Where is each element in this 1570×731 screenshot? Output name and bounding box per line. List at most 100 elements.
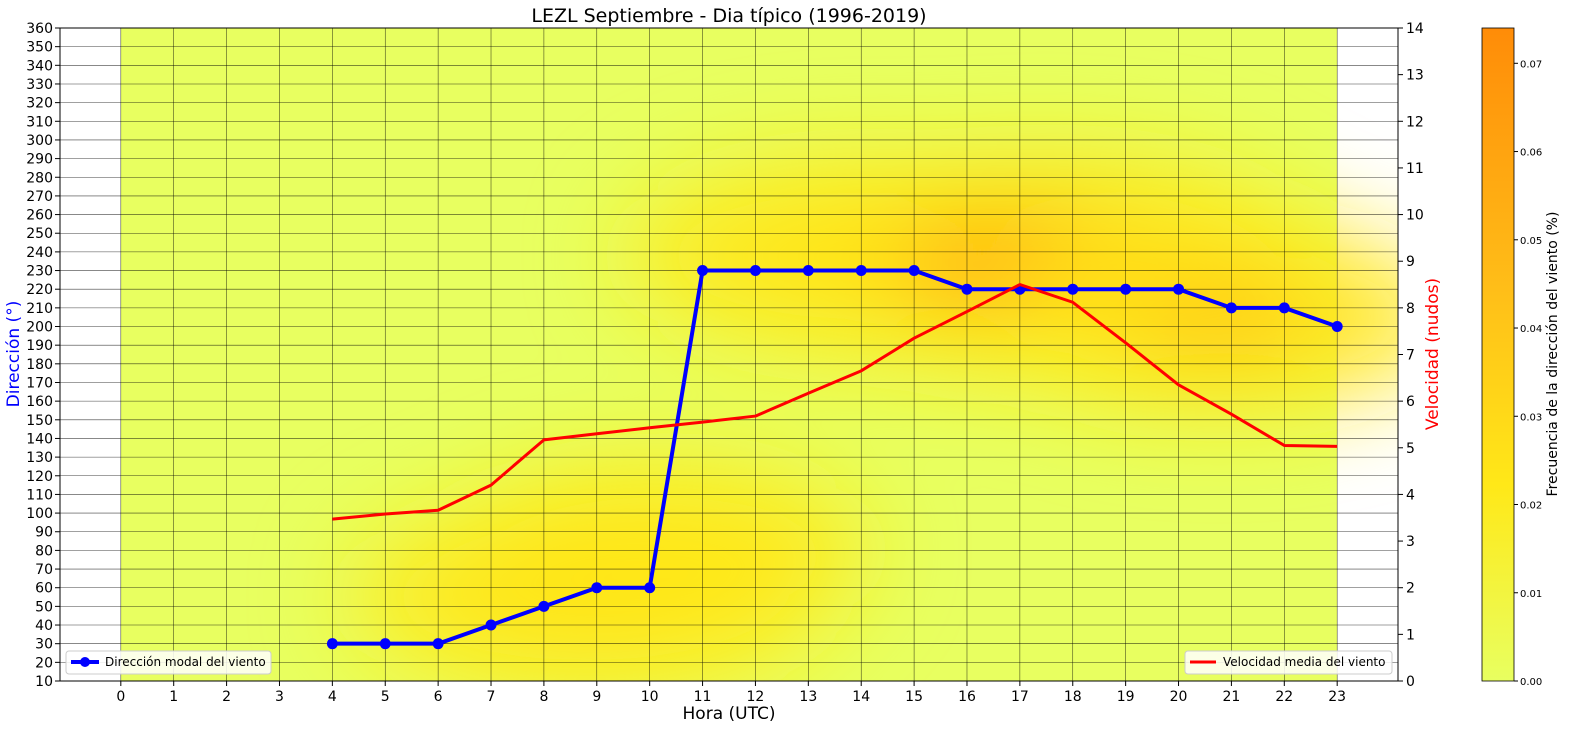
x-axis-ticks: 0 1 2 3 4 5 6 7 8 9 10 11 12 13 14 15 16 17 18 19 20 21 22 23 bbox=[116, 681, 1346, 705]
series-lines bbox=[326, 265, 1343, 650]
left-y-tick-label: 110 bbox=[26, 487, 53, 503]
left-y-tick-label: 90 bbox=[35, 525, 53, 541]
x-axis-label: Hora (UTC) bbox=[683, 704, 776, 724]
x-tick-label: 23 bbox=[1328, 689, 1346, 705]
left-y-tick-label: 30 bbox=[35, 637, 53, 653]
x-tick-label: 14 bbox=[852, 689, 870, 705]
x-tick-label: 22 bbox=[1275, 689, 1293, 705]
colorbar-tick-label: 0.07 bbox=[1520, 59, 1542, 70]
chart-title: LEZL Septiembre - Dia típico (1996-2019) bbox=[531, 5, 926, 27]
colorbar-ticks: 0.00 0.01 0.02 0.03 0.04 0.05 0.06 0.07 bbox=[1514, 59, 1542, 688]
left-y-tick-label: 170 bbox=[26, 375, 53, 391]
x-tick-label: 1 bbox=[169, 689, 178, 705]
right-y-tick-label: 8 bbox=[1406, 301, 1415, 317]
x-tick-label: 11 bbox=[694, 689, 712, 705]
x-tick-label: 13 bbox=[799, 689, 817, 705]
direction-frequency-heatmap bbox=[120, 28, 1398, 681]
direction-point bbox=[1331, 321, 1343, 333]
x-tick-label: 4 bbox=[328, 689, 337, 705]
left-y-tick-label: 260 bbox=[26, 208, 53, 224]
right-y-tick-label: 3 bbox=[1406, 534, 1415, 550]
left-y-tick-label: 20 bbox=[35, 655, 53, 671]
left-y-tick-label: 210 bbox=[26, 301, 53, 317]
right-y-tick-label: 2 bbox=[1406, 581, 1415, 597]
left-y-tick-label: 290 bbox=[26, 152, 53, 168]
direction-point bbox=[697, 265, 709, 277]
x-tick-label: 10 bbox=[641, 689, 659, 705]
left-y-tick-label: 200 bbox=[26, 320, 53, 336]
direction-point bbox=[749, 265, 761, 277]
direction-point bbox=[538, 600, 550, 612]
x-tick-label: 17 bbox=[1011, 689, 1029, 705]
heatmap-blob-core bbox=[1129, 294, 1313, 341]
left-y-tick-label: 220 bbox=[26, 282, 53, 298]
direction-point bbox=[961, 283, 973, 295]
direction-point bbox=[1225, 302, 1237, 314]
colorbar-tick-label: 0.04 bbox=[1520, 324, 1542, 335]
colorbar-tick-label: 0.02 bbox=[1520, 501, 1542, 512]
colorbar-label: Frecuencia de la dirección del viento (%… bbox=[1545, 212, 1561, 497]
x-tick-label: 12 bbox=[747, 689, 765, 705]
x-tick-label: 19 bbox=[1117, 689, 1135, 705]
x-tick-label: 18 bbox=[1064, 689, 1082, 705]
left-y-tick-label: 230 bbox=[26, 264, 53, 280]
direction-point bbox=[855, 265, 867, 277]
direction-point bbox=[1067, 283, 1079, 295]
left-y-axis-label: Dirección (°) bbox=[4, 301, 24, 408]
direction-point bbox=[1120, 283, 1132, 295]
x-tick-label: 6 bbox=[434, 689, 443, 705]
right-y-tick-label: 14 bbox=[1406, 21, 1424, 37]
right-y-axis-label: Velocidad (nudos) bbox=[1423, 278, 1443, 430]
x-tick-label: 15 bbox=[905, 689, 923, 705]
colorbar: 0.00 0.01 0.02 0.03 0.04 0.05 0.06 0.07 Frecuen… bbox=[1481, 27, 1561, 688]
legend-speed-label: Velocidad media del viento bbox=[1223, 655, 1385, 669]
left-y-tick-label: 190 bbox=[26, 338, 53, 354]
left-y-tick-label: 350 bbox=[26, 40, 53, 56]
colorbar-gradient bbox=[1481, 27, 1515, 682]
legend-direction-box bbox=[65, 650, 272, 675]
right-y-tick-label: 4 bbox=[1406, 487, 1415, 503]
right-y-tick-label: 6 bbox=[1406, 394, 1415, 410]
left-y-tick-label: 140 bbox=[26, 431, 53, 447]
left-y-tick-label: 10 bbox=[35, 674, 53, 690]
x-tick-label: 16 bbox=[958, 689, 976, 705]
direction-point bbox=[326, 638, 338, 650]
direction-point bbox=[591, 582, 603, 594]
legend-direction: Dirección modal del viento bbox=[65, 650, 272, 675]
right-y-tick-label: 9 bbox=[1406, 254, 1415, 270]
left-y-tick-label: 240 bbox=[26, 245, 53, 261]
x-tick-label: 3 bbox=[275, 689, 284, 705]
colorbar-tick-label: 0.01 bbox=[1520, 589, 1542, 600]
x-tick-label: 7 bbox=[487, 689, 496, 705]
left-y-tick-label: 180 bbox=[26, 357, 53, 373]
legend-direction-marker bbox=[80, 657, 90, 667]
right-y-tick-label: 12 bbox=[1406, 114, 1424, 130]
left-y-tick-label: 340 bbox=[26, 58, 53, 74]
x-tick-label: 8 bbox=[539, 689, 548, 705]
legend-speed-box bbox=[1184, 650, 1393, 675]
left-y-tick-label: 360 bbox=[26, 21, 53, 37]
x-tick-label: 9 bbox=[592, 689, 601, 705]
right-y-tick-label: 11 bbox=[1406, 161, 1424, 177]
left-y-tick-label: 60 bbox=[35, 581, 53, 597]
direction-line bbox=[332, 268, 1338, 646]
left-y-tick-label: 310 bbox=[26, 114, 53, 130]
direction-point bbox=[1173, 283, 1185, 295]
direction-point bbox=[379, 638, 391, 650]
x-tick-label: 2 bbox=[222, 689, 231, 705]
left-y-tick-label: 250 bbox=[26, 226, 53, 242]
left-y-tick-label: 270 bbox=[26, 189, 53, 205]
right-y-tick-label: 1 bbox=[1406, 627, 1415, 643]
left-y-tick-label: 120 bbox=[26, 469, 53, 485]
direction-point bbox=[1278, 302, 1290, 314]
colorbar-tick-label: 0.03 bbox=[1520, 412, 1542, 423]
direction-point bbox=[908, 265, 920, 277]
direction-point bbox=[802, 265, 814, 277]
right-y-tick-label: 5 bbox=[1406, 441, 1415, 457]
left-y-tick-label: 80 bbox=[35, 543, 53, 559]
left-y-tick-label: 50 bbox=[35, 599, 53, 615]
left-y-tick-label: 70 bbox=[35, 562, 53, 578]
left-y-tick-label: 100 bbox=[26, 506, 53, 522]
colorbar-tick-label: 0.06 bbox=[1520, 148, 1542, 159]
